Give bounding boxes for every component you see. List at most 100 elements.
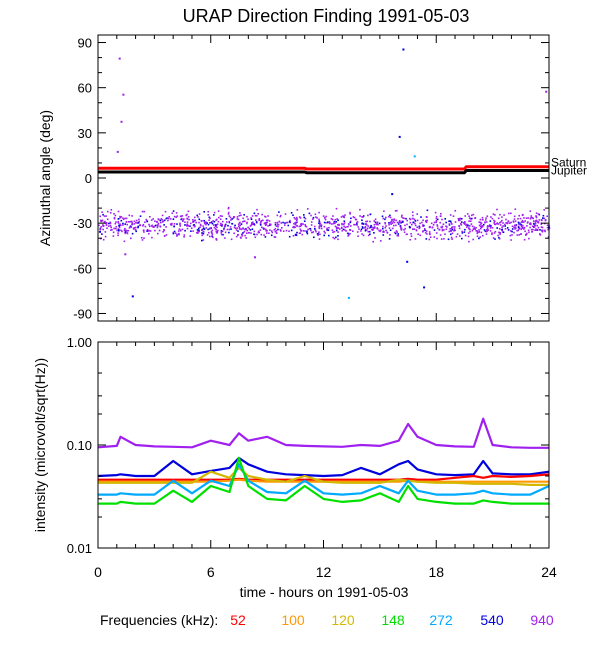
azimuth-point bbox=[277, 228, 279, 231]
azimuth-point bbox=[483, 229, 486, 231]
azimuth-point bbox=[517, 226, 520, 229]
azimuth-point bbox=[312, 216, 315, 219]
azimuth-point bbox=[250, 223, 253, 225]
azimuth-point bbox=[281, 227, 283, 229]
azimuth-point bbox=[241, 233, 243, 235]
intensity-series-52khz bbox=[98, 473, 550, 481]
azimuth-point bbox=[205, 227, 207, 229]
azimuth-point bbox=[373, 232, 375, 234]
azimuth-point bbox=[328, 226, 330, 229]
azimuth-point bbox=[469, 217, 472, 220]
azimuth-point bbox=[460, 224, 463, 226]
azimuth-point bbox=[196, 214, 198, 217]
azimuth-point bbox=[362, 215, 365, 217]
azimuth-point bbox=[303, 216, 305, 219]
azimuth-point bbox=[425, 238, 428, 240]
azimuth-point bbox=[523, 238, 526, 241]
azimuth-point bbox=[304, 224, 306, 226]
azimuth-point bbox=[247, 232, 250, 234]
azimuth-point bbox=[302, 230, 305, 232]
azimuth-point bbox=[196, 231, 198, 234]
azimuth-point bbox=[504, 228, 507, 230]
azimuth-point bbox=[115, 227, 117, 230]
azimuth-point bbox=[282, 230, 285, 232]
azimuth-point bbox=[353, 223, 355, 226]
azimuth-point bbox=[508, 222, 511, 224]
azimuth-point bbox=[543, 209, 545, 211]
azimuth-point bbox=[219, 224, 222, 226]
azimuth-point bbox=[506, 222, 509, 225]
azimuth-point bbox=[251, 228, 254, 230]
azimuth-point bbox=[359, 215, 361, 217]
azimuth-point bbox=[391, 218, 393, 221]
azimuth-point bbox=[414, 220, 417, 222]
azimuth-point bbox=[537, 226, 540, 229]
azimuth-point bbox=[250, 218, 253, 220]
reference-label-saturn: Saturn bbox=[551, 156, 586, 170]
azimuth-point bbox=[436, 224, 438, 226]
azimuth-point bbox=[404, 227, 406, 230]
azimuth-point bbox=[416, 213, 418, 215]
azimuth-point bbox=[489, 230, 492, 232]
azimuth-point bbox=[253, 233, 255, 235]
azimuth-point bbox=[232, 217, 235, 219]
azimuth-point bbox=[132, 227, 135, 230]
azimuth-point bbox=[541, 226, 544, 229]
azimuth-point bbox=[298, 216, 301, 218]
azimuth-point bbox=[326, 221, 329, 223]
azimuth-point bbox=[315, 216, 317, 218]
azimuth-point bbox=[216, 223, 219, 225]
azimuth-point bbox=[268, 224, 271, 227]
azimuth-point bbox=[468, 240, 470, 243]
azimuth-point bbox=[454, 226, 456, 228]
azimuth-point bbox=[256, 233, 258, 236]
azimuth-point bbox=[337, 231, 339, 233]
azimuth-point bbox=[542, 229, 544, 232]
azimuth-point bbox=[208, 231, 210, 234]
azimuth-point bbox=[265, 228, 267, 231]
azimuth-point bbox=[318, 227, 321, 230]
azimuth-point bbox=[489, 220, 492, 222]
azimuth-point bbox=[307, 228, 309, 231]
intensity-y-axis-label: intensity (microvolt/sqrt(Hz)) bbox=[32, 358, 48, 532]
azimuth-point bbox=[396, 221, 399, 224]
legend-item-272khz: 272 bbox=[429, 612, 453, 628]
azimuth-point bbox=[253, 223, 255, 225]
azimuth-point bbox=[460, 218, 463, 220]
azimuth-y-tick-label: -60 bbox=[73, 261, 92, 276]
azimuth-point bbox=[251, 223, 254, 226]
azimuth-point bbox=[131, 221, 133, 224]
azimuth-point bbox=[356, 223, 358, 225]
azimuth-point bbox=[514, 208, 517, 210]
azimuth-point bbox=[475, 226, 477, 229]
azimuth-point bbox=[102, 224, 104, 226]
azimuth-point bbox=[275, 229, 278, 232]
azimuth-point bbox=[231, 223, 234, 225]
azimuth-point bbox=[266, 229, 268, 232]
azimuth-point bbox=[133, 227, 136, 229]
azimuth-point bbox=[255, 221, 258, 223]
azimuth-point bbox=[449, 229, 452, 232]
azimuth-point bbox=[163, 229, 165, 232]
azimuth-point bbox=[343, 222, 346, 224]
azimuth-point bbox=[265, 223, 268, 225]
azimuth-point bbox=[526, 232, 528, 235]
azimuth-point bbox=[128, 227, 131, 229]
intensity-series-120khz bbox=[98, 466, 549, 486]
azimuth-point bbox=[284, 213, 287, 215]
azimuth-point bbox=[435, 217, 438, 220]
azimuth-point bbox=[150, 219, 153, 221]
azimuth-point bbox=[476, 235, 479, 238]
azimuth-point bbox=[349, 232, 351, 235]
azimuth-point bbox=[500, 221, 502, 223]
azimuth-point bbox=[399, 221, 402, 224]
azimuth-point bbox=[183, 234, 186, 236]
azimuth-point bbox=[124, 232, 127, 235]
azimuth-point bbox=[419, 234, 421, 237]
azimuth-point bbox=[124, 231, 127, 233]
azimuth-point bbox=[157, 223, 159, 226]
azimuth-point bbox=[382, 231, 384, 233]
azimuth-point bbox=[337, 238, 339, 241]
azimuth-point bbox=[163, 224, 165, 226]
azimuth-point bbox=[194, 216, 196, 219]
